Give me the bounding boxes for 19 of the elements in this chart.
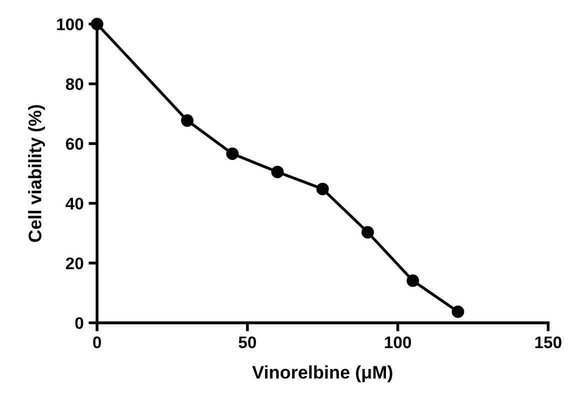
- point: [361, 226, 374, 239]
- y-tick-label: 0: [75, 317, 84, 330]
- point: [452, 306, 464, 318]
- x-tick-label: 50: [238, 336, 256, 348]
- point: [406, 274, 420, 287]
- x-tick-label: 150: [535, 336, 562, 348]
- y-tick-label: 100: [57, 18, 84, 30]
- point: [226, 147, 239, 160]
- y-axis-title: Cell viability (%): [28, 105, 45, 242]
- y-tick-label: 60: [66, 138, 84, 150]
- point: [181, 114, 194, 127]
- y-tick-label: 80: [66, 78, 84, 90]
- point: [316, 182, 329, 196]
- y-tick-label: 20: [66, 257, 84, 270]
- y-tick-label: 40: [66, 198, 84, 210]
- x-tick-label: 100: [384, 336, 412, 348]
- x-tick-label: 0: [93, 336, 102, 348]
- x-axis-title: Vinorelbine (μM): [252, 365, 392, 382]
- point: [271, 166, 284, 178]
